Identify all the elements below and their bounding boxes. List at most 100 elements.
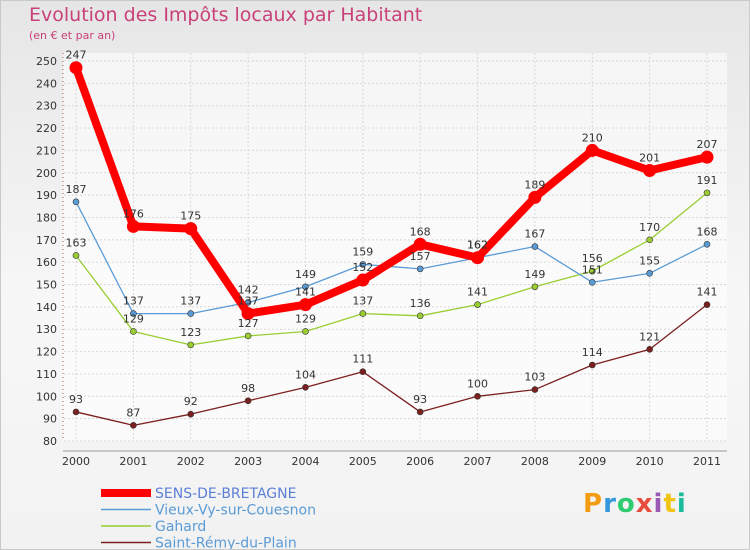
data-label-vieux-vy-sur-couesnon: 162	[467, 239, 488, 252]
data-point-saint-remy-du-plain	[703, 301, 711, 308]
data-label-gahard: 191	[697, 174, 718, 187]
data-point-sens-de-bretagne	[241, 307, 255, 321]
x-tick-label: 2009	[578, 455, 606, 468]
data-label-vieux-vy-sur-couesnon: 137	[180, 295, 201, 308]
y-tick-label: 210	[36, 144, 57, 157]
data-label-gahard: 156	[582, 252, 603, 265]
data-point-saint-remy-du-plain	[187, 410, 195, 418]
chart-subtitle: (en € et par an)	[29, 29, 116, 42]
legend-label: Saint-Rémy-du-Plain	[155, 536, 297, 550]
x-tick-label: 2010	[636, 455, 664, 468]
data-point-sens-de-bretagne	[528, 190, 542, 204]
data-label-gahard: 127	[238, 317, 259, 330]
y-tick-label: 90	[43, 413, 57, 426]
data-point-sens-de-bretagne	[298, 298, 312, 312]
data-point-gahard	[359, 310, 367, 317]
data-point-vieux-vy-sur-couesnon	[588, 278, 596, 286]
y-tick-label: 140	[36, 301, 57, 314]
data-point-gahard	[244, 332, 252, 340]
y-tick-label: 160	[36, 256, 57, 269]
y-tick-label: 180	[36, 211, 57, 224]
data-label-sens-de-bretagne: 210	[582, 131, 603, 144]
logo-letter: o	[616, 489, 636, 519]
y-tick-label: 200	[36, 167, 57, 180]
legend-label: Vieux-Vy-sur-Couesnon	[155, 503, 316, 519]
data-point-sens-de-bretagne	[126, 219, 140, 233]
y-tick-label: 230	[36, 100, 57, 113]
data-point-vieux-vy-sur-couesnon	[531, 243, 539, 250]
data-label-saint-remy-du-plain: 93	[69, 393, 83, 406]
x-tick-label: 2003	[234, 455, 262, 468]
x-tick-label: 2000	[62, 455, 90, 468]
data-point-vieux-vy-sur-couesnon	[302, 283, 309, 291]
series-line-saint-remy-du-plain	[75, 303, 708, 427]
data-label-sens-de-bretagne: 201	[639, 152, 660, 165]
data-label-saint-remy-du-plain: 87	[126, 406, 140, 419]
chart-title: Evolution des Impôts locaux par Habitant	[29, 4, 423, 26]
data-point-gahard	[531, 283, 539, 291]
data-label-saint-remy-du-plain: 111	[352, 353, 373, 366]
data-point-sens-de-bretagne	[356, 273, 370, 287]
data-label-gahard: 170	[639, 221, 660, 234]
data-point-vieux-vy-sur-couesnon	[416, 265, 424, 273]
data-label-sens-de-bretagne: 176	[123, 207, 144, 220]
logo-letter: P	[583, 489, 604, 519]
data-point-gahard	[474, 301, 481, 308]
logo-letter: r	[603, 489, 617, 519]
y-tick-label: 120	[36, 346, 57, 359]
data-point-gahard	[187, 341, 195, 349]
y-tick-label: 110	[36, 368, 57, 381]
data-point-saint-remy-du-plain	[130, 422, 137, 429]
data-label-gahard: 136	[410, 297, 431, 310]
data-point-sens-de-bretagne	[471, 251, 485, 265]
logo-letter: i	[676, 489, 687, 519]
data-label-saint-remy-du-plain: 98	[241, 382, 255, 395]
data-point-saint-remy-du-plain	[531, 386, 539, 393]
data-label-vieux-vy-sur-couesnon: 157	[410, 250, 431, 263]
plot-area	[63, 53, 727, 441]
proxiti-logo: Proxiti	[583, 489, 687, 519]
data-point-sens-de-bretagne	[69, 61, 83, 75]
data-label-sens-de-bretagne: 247	[66, 49, 87, 62]
data-label-saint-remy-du-plain: 121	[639, 330, 660, 343]
data-label-saint-remy-du-plain: 93	[413, 393, 427, 406]
data-point-gahard	[130, 328, 137, 335]
data-point-saint-remy-du-plain	[244, 397, 252, 405]
x-tick-label: 2008	[521, 455, 549, 468]
data-point-saint-remy-du-plain	[646, 346, 653, 353]
data-point-vieux-vy-sur-couesnon	[703, 240, 711, 248]
data-label-vieux-vy-sur-couesnon: 137	[123, 295, 144, 308]
x-tick-label: 2006	[406, 455, 434, 468]
x-tick-label: 2005	[349, 455, 377, 468]
series-line-gahard	[75, 192, 708, 346]
legend-label: Gahard	[155, 519, 206, 535]
data-point-sens-de-bretagne	[643, 164, 657, 178]
x-tick-label: 2004	[291, 455, 319, 468]
data-point-saint-remy-du-plain	[474, 392, 481, 400]
y-tick-label: 100	[36, 390, 57, 403]
data-point-vieux-vy-sur-couesnon	[187, 310, 195, 317]
data-label-gahard: 137	[352, 295, 373, 308]
data-point-gahard	[302, 328, 309, 335]
data-label-saint-remy-du-plain: 92	[184, 395, 198, 408]
data-point-gahard	[703, 189, 711, 197]
data-label-sens-de-bretagne: 168	[410, 225, 431, 238]
data-point-vieux-vy-sur-couesnon	[646, 270, 653, 277]
data-label-vieux-vy-sur-couesnon: 187	[66, 183, 87, 196]
data-label-sens-de-bretagne: 162	[467, 239, 488, 252]
data-point-saint-remy-du-plain	[588, 361, 596, 369]
data-label-gahard: 123	[180, 326, 201, 339]
y-tick-label: 130	[36, 323, 57, 336]
data-label-saint-remy-du-plain: 114	[582, 346, 603, 359]
data-label-sens-de-bretagne: 137	[238, 295, 259, 308]
y-tick-label: 150	[36, 279, 57, 292]
data-point-vieux-vy-sur-couesnon	[72, 198, 80, 206]
y-tick-label: 250	[36, 55, 57, 68]
data-label-gahard: 129	[295, 312, 316, 325]
data-label-vieux-vy-sur-couesnon: 168	[697, 225, 718, 238]
data-label-vieux-vy-sur-couesnon: 142	[238, 283, 259, 296]
logo-letter: i	[653, 489, 664, 519]
y-tick-label: 190	[36, 189, 57, 202]
